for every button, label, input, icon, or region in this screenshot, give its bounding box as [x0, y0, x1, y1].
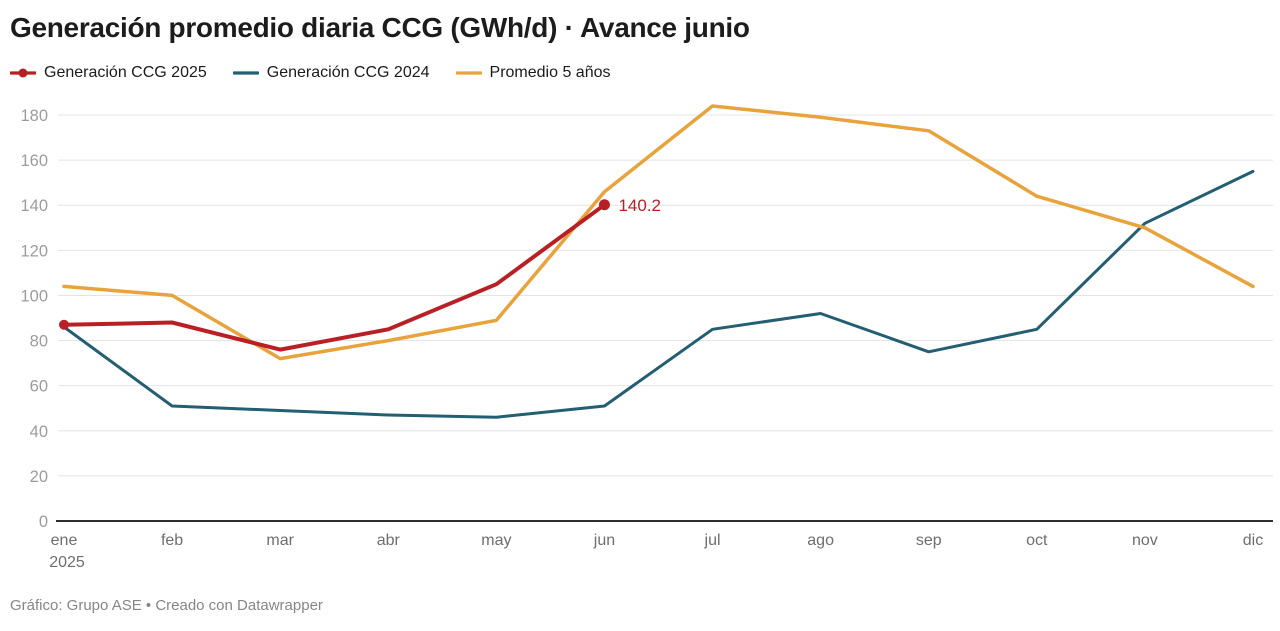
legend-label: Generación CCG 2024 [266, 64, 430, 81]
x-axis-label-oct: oct [1026, 532, 1048, 549]
footer-credit: Gráfico: Grupo ASE • Creado con Datawrap… [10, 597, 323, 614]
x-axis-label-nov: nov [1132, 532, 1158, 549]
x-axis-label-ago: ago [807, 532, 834, 549]
chart-title: Generación promedio diaria CCG (GWh/d) ·… [10, 12, 750, 43]
y-axis-tick-120: 120 [20, 242, 48, 260]
y-axis-tick-40: 40 [30, 423, 48, 441]
x-axis-year-label: 2025 [49, 554, 85, 571]
y-axis-tick-100: 100 [20, 287, 48, 305]
x-axis-label-ene: ene [51, 532, 78, 549]
legend-swatch-icon [10, 68, 36, 78]
x-axis-label-feb: feb [161, 532, 183, 549]
series-end-dot [598, 199, 610, 211]
legend-swatch-icon [455, 71, 482, 75]
series-start-dot [59, 319, 69, 330]
legend: Generación CCG 2025 Generación CCG 2024 Pr… [10, 64, 611, 82]
series-line-2 [62, 104, 1255, 361]
x-axis-label-sep: sep [916, 532, 942, 549]
y-axis-tick-60: 60 [30, 378, 48, 396]
legend-item-0: Generación CCG 2025 [10, 64, 207, 82]
x-axis-label-jun: jun [593, 532, 615, 549]
legend-label: Promedio 5 años [489, 64, 611, 81]
x-axis-label-abr: abr [377, 532, 401, 549]
legend-item-1: Generación CCG 2024 [232, 64, 430, 82]
legend-label: Generación CCG 2025 [44, 64, 207, 81]
y-axis-tick-140: 140 [20, 197, 48, 215]
y-axis-tick-180: 180 [20, 107, 48, 125]
y-axis-tick-0: 0 [39, 513, 48, 531]
series-line-0 [62, 202, 607, 352]
y-axis-tick-20: 20 [30, 468, 48, 486]
x-axis-label-jul: jul [704, 532, 721, 549]
y-axis-tick-160: 160 [20, 152, 48, 170]
x-axis-label-dic: dic [1243, 532, 1263, 549]
y-axis-tick-80: 80 [30, 333, 48, 351]
x-axis-label-may: may [481, 532, 511, 549]
x-axis-label-mar: mar [266, 532, 294, 549]
series-end-value-label: 140.2 [618, 196, 661, 215]
legend-item-2: Promedio 5 años [455, 64, 611, 82]
series-line-1 [62, 169, 1255, 419]
legend-swatch-icon [232, 71, 259, 75]
